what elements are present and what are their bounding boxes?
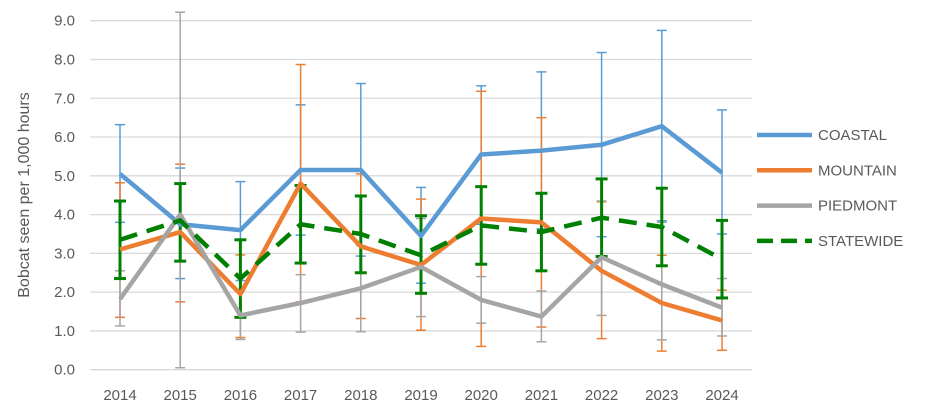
legend-label-mountain: MOUNTAIN xyxy=(818,162,897,179)
y-tick-label: 9.0 xyxy=(54,13,75,30)
x-tick-label: 2020 xyxy=(465,387,498,404)
y-tick-label: 3.0 xyxy=(54,245,75,262)
legend-label-statewide: STATEWIDE xyxy=(818,233,903,250)
y-tick-label: 0.0 xyxy=(54,362,75,379)
x-tick-label: 2014 xyxy=(103,387,136,404)
legend: COASTAL MOUNTAIN PIEDMONT STATEWIDE xyxy=(757,127,903,250)
y-tick-label: 8.0 xyxy=(54,51,75,68)
y-axis-ticks: 0.0 1.0 2.0 3.0 4.0 5.0 6.0 7.0 8.0 9.0 xyxy=(54,13,75,379)
x-tick-label: 2022 xyxy=(585,387,618,404)
y-axis-label: Bobcat seen per 1,000 hours xyxy=(16,92,33,297)
y-tick-label: 1.0 xyxy=(54,323,75,340)
error-bars xyxy=(114,12,728,368)
y-tick-label: 6.0 xyxy=(54,129,75,146)
x-axis-ticks: 2014 2015 2016 2017 2018 2019 2020 2021 2022 2023… xyxy=(103,387,738,404)
x-tick-label: 2015 xyxy=(164,387,197,404)
y-tick-label: 5.0 xyxy=(54,168,75,185)
legend-label-piedmont: PIEDMONT xyxy=(818,198,897,215)
x-tick-label: 2018 xyxy=(344,387,377,404)
y-tick-label: 2.0 xyxy=(54,284,75,301)
x-tick-label: 2016 xyxy=(224,387,257,404)
x-tick-label: 2024 xyxy=(705,387,738,404)
legend-label-coastal: COASTAL xyxy=(818,127,887,144)
x-tick-label: 2023 xyxy=(645,387,678,404)
y-tick-label: 7.0 xyxy=(54,90,75,107)
x-tick-label: 2019 xyxy=(404,387,437,404)
x-tick-label: 2021 xyxy=(525,387,558,404)
x-tick-label: 2017 xyxy=(284,387,317,404)
y-tick-label: 4.0 xyxy=(54,207,75,224)
